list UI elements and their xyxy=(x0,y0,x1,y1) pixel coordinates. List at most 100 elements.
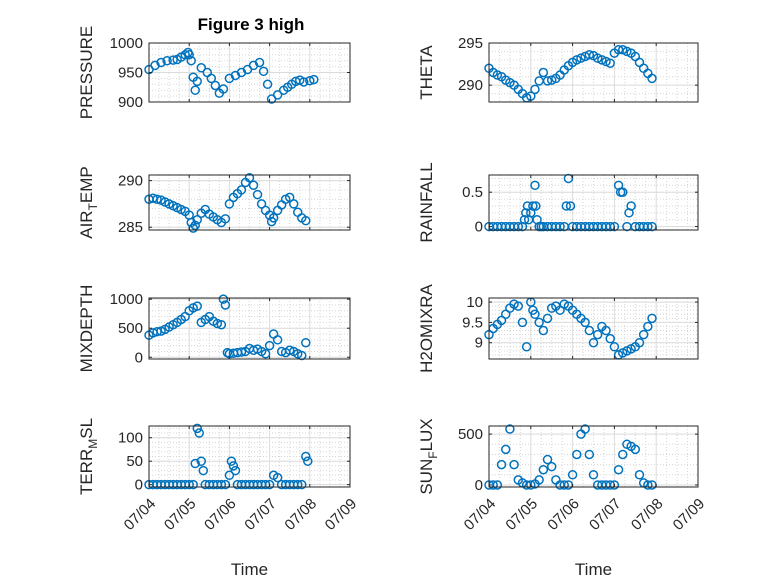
axes-box xyxy=(488,174,699,231)
data-point xyxy=(534,475,544,485)
data-point xyxy=(618,449,628,460)
data-point xyxy=(542,76,553,86)
data-point xyxy=(601,56,611,67)
subplot-6: 9 9.5 10 H2OMIXRA xyxy=(417,283,699,373)
data-point xyxy=(546,75,557,85)
data-point xyxy=(526,480,536,490)
data-point xyxy=(196,63,207,73)
data-point xyxy=(584,50,595,60)
y-tick-label: 1000 xyxy=(110,35,143,52)
subplot-2: 290 295 THETA xyxy=(417,35,699,103)
y-axis-label: MIXDEPTH xyxy=(77,285,96,373)
data-point xyxy=(542,313,553,324)
x-axis-label: Time xyxy=(575,560,612,579)
data-point xyxy=(492,480,503,490)
subplot-7: 0 50 100 07/04 07/05 07/06 07/07 07/08 07/09 TERR… xyxy=(77,418,360,579)
data-point xyxy=(613,464,624,475)
y-tick-label: 500 xyxy=(458,426,483,443)
data-point xyxy=(218,84,229,94)
data-point xyxy=(210,80,221,91)
data-point xyxy=(530,84,540,95)
y-tick-label: 50 xyxy=(126,453,143,470)
data-point xyxy=(531,201,541,211)
data-point xyxy=(228,461,239,471)
data-point xyxy=(565,201,576,211)
data-point xyxy=(643,321,653,332)
x-tick-label: 07/09 xyxy=(670,495,709,534)
data-point xyxy=(618,44,628,55)
data-point xyxy=(180,50,190,60)
data-point xyxy=(254,57,265,68)
subplot-1: 900 950 1000 PRESSURE xyxy=(77,26,351,119)
data-point xyxy=(542,454,553,465)
data-point xyxy=(305,76,315,86)
data-point xyxy=(519,214,530,225)
y-tick-label: 290 xyxy=(458,77,483,94)
y-tick-label: 9 xyxy=(475,335,483,352)
data-point xyxy=(258,66,269,77)
y-tick-label: 285 xyxy=(118,219,143,236)
data-point xyxy=(492,70,503,80)
data-point xyxy=(190,458,200,469)
data-point xyxy=(212,318,223,329)
data-point xyxy=(198,465,209,476)
data-point xyxy=(186,55,196,66)
data-point xyxy=(538,464,549,475)
data-point xyxy=(626,201,636,211)
y-axis-label: SUNFLUX xyxy=(417,418,440,494)
y-tick-label: 1000 xyxy=(110,291,143,308)
data-point xyxy=(152,194,162,204)
x-tick-label: 07/05 xyxy=(161,495,200,534)
data-point xyxy=(597,55,607,65)
data-point xyxy=(216,479,227,490)
data-point xyxy=(252,189,263,200)
y-tick-label: 900 xyxy=(118,94,143,111)
y-tick-label: 0 xyxy=(135,477,143,494)
axes-box xyxy=(488,297,699,360)
subplot-3: 285 290 AIRTEMP xyxy=(77,166,351,239)
data-point xyxy=(513,301,524,311)
data-point xyxy=(292,479,303,490)
data-point xyxy=(592,329,603,340)
x-axis-label: Time xyxy=(231,560,268,579)
data-point xyxy=(647,313,657,324)
data-point xyxy=(601,325,611,336)
y-tick-label: 0 xyxy=(135,349,143,366)
data-point xyxy=(236,185,247,195)
axes-box xyxy=(488,425,699,488)
data-point xyxy=(496,459,507,470)
data-point xyxy=(264,340,275,351)
data-point xyxy=(500,444,511,455)
y-tick-label: 0.5 xyxy=(462,184,483,201)
y-axis-label: THETA xyxy=(417,45,436,100)
data-point xyxy=(301,451,311,462)
data-point xyxy=(580,424,590,434)
y-tick-label: 500 xyxy=(118,320,143,337)
data-point xyxy=(272,90,283,100)
data-point xyxy=(647,221,657,232)
y-axis-label: H2OMIXRA xyxy=(417,283,436,372)
x-tick-label: 07/05 xyxy=(502,495,541,534)
data-point xyxy=(297,479,307,490)
data-point xyxy=(220,300,231,310)
data-point xyxy=(643,221,653,232)
data-point xyxy=(618,187,628,197)
data-point xyxy=(192,423,202,434)
x-tick-label: 07/07 xyxy=(586,495,625,534)
data-point xyxy=(630,444,641,455)
data-point xyxy=(622,46,632,57)
data-point xyxy=(534,317,544,328)
y-tick-label: 0 xyxy=(475,477,483,494)
data-point xyxy=(226,456,237,466)
data-point xyxy=(609,480,620,490)
data-point xyxy=(272,335,283,345)
data-point xyxy=(588,470,599,480)
data-point xyxy=(192,301,202,311)
data-point xyxy=(647,73,657,84)
data-point xyxy=(546,461,557,472)
data-point xyxy=(262,79,273,90)
data-point xyxy=(561,201,572,211)
y-axis-label: AIRTEMP xyxy=(77,166,100,239)
data-point xyxy=(236,347,247,357)
